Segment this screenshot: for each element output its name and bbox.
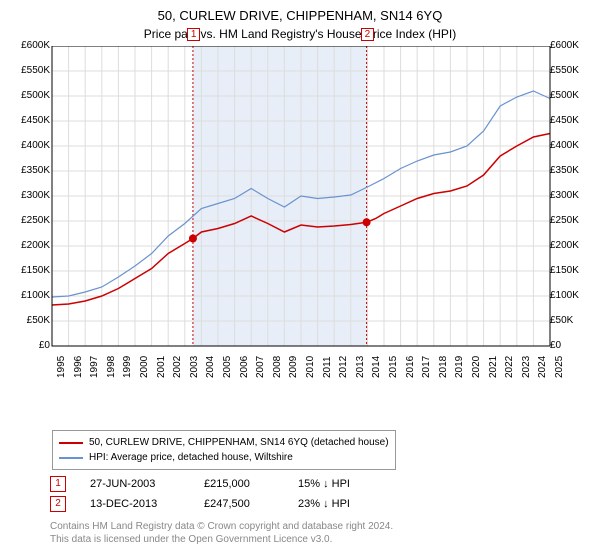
y-axis-tick-label: £450K (550, 115, 590, 126)
y-axis-tick-label: £50K (10, 315, 50, 326)
x-axis-tick-label: 1995 (56, 356, 67, 378)
x-axis-tick-label: 2012 (338, 356, 349, 378)
y-axis-tick-label: £500K (10, 90, 50, 101)
footnote-line-1: Contains HM Land Registry data © Crown c… (50, 520, 393, 533)
legend-label-hpi: HPI: Average price, detached house, Wilt… (89, 450, 293, 465)
x-axis-tick-label: 2001 (156, 356, 167, 378)
y-axis-tick-label: £150K (550, 265, 590, 276)
x-axis-tick-label: 2002 (172, 356, 183, 378)
y-axis-tick-label: £200K (550, 240, 590, 251)
sale-price: £215,000 (204, 478, 274, 490)
legend: 50, CURLEW DRIVE, CHIPPENHAM, SN14 6YQ (… (52, 430, 396, 470)
y-axis-tick-label: £500K (550, 90, 590, 101)
legend-swatch-hpi (59, 457, 83, 459)
x-axis-tick-label: 2020 (471, 356, 482, 378)
y-axis-tick-label: £300K (10, 190, 50, 201)
x-axis-tick-label: 2019 (454, 356, 465, 378)
table-row: 2 13-DEC-2013 £247,500 23% ↓ HPI (50, 494, 388, 514)
y-axis-tick-label: £200K (10, 240, 50, 251)
x-axis-tick-label: 2009 (288, 356, 299, 378)
y-axis-tick-label: £0 (10, 340, 50, 351)
chart-area: £0 £50K £100K £150K £200K £250K £300K £350K £400… (10, 46, 590, 384)
x-axis-tick-label: 2025 (554, 356, 565, 378)
x-axis-tick-label: 2000 (139, 356, 150, 378)
x-axis-tick-label: 1996 (73, 356, 84, 378)
y-axis-tick-label: £550K (10, 65, 50, 76)
x-axis-tick-label: 2023 (521, 356, 532, 378)
y-axis-tick-label: £550K (550, 65, 590, 76)
sale-index-badge: 1 (50, 476, 66, 492)
y-axis-tick-label: £250K (10, 215, 50, 226)
y-axis-tick-label: £100K (10, 290, 50, 301)
x-axis-tick-label: 2008 (272, 356, 283, 378)
x-axis-tick-label: 1999 (122, 356, 133, 378)
sale-marker-label: 1 (187, 28, 201, 41)
plot-svg (10, 46, 590, 384)
x-axis-tick-label: 2006 (239, 356, 250, 378)
legend-item-hpi: HPI: Average price, detached house, Wilt… (59, 450, 389, 465)
y-axis-tick-label: £100K (550, 290, 590, 301)
legend-label-price-paid: 50, CURLEW DRIVE, CHIPPENHAM, SN14 6YQ (… (89, 435, 389, 450)
y-axis-tick-label: £50K (550, 315, 590, 326)
y-axis-tick-label: £350K (10, 165, 50, 176)
y-axis-tick-label: £150K (10, 265, 50, 276)
x-axis-tick-label: 1997 (89, 356, 100, 378)
x-axis-tick-label: 2024 (537, 356, 548, 378)
sale-date: 13-DEC-2013 (90, 498, 180, 510)
x-axis-tick-label: 2004 (205, 356, 216, 378)
sale-marker-label: 2 (361, 28, 375, 41)
y-axis-tick-label: £300K (550, 190, 590, 201)
y-axis-tick-label: £400K (10, 140, 50, 151)
y-axis-tick-label: £600K (550, 40, 590, 51)
x-axis-tick-label: 2016 (405, 356, 416, 378)
x-axis-tick-label: 2017 (421, 356, 432, 378)
y-axis-tick-label: £600K (10, 40, 50, 51)
footnote-line-2: This data is licensed under the Open Gov… (50, 533, 393, 546)
x-axis-tick-label: 1998 (106, 356, 117, 378)
y-axis-tick-label: £350K (550, 165, 590, 176)
x-axis-tick-label: 2014 (371, 356, 382, 378)
sale-diff: 15% ↓ HPI (298, 478, 388, 490)
sale-date: 27-JUN-2003 (90, 478, 180, 490)
chart-subtitle: Price paid vs. HM Land Registry's House … (0, 23, 600, 41)
table-row: 1 27-JUN-2003 £215,000 15% ↓ HPI (50, 474, 388, 494)
sale-diff: 23% ↓ HPI (298, 498, 388, 510)
x-axis-tick-label: 2010 (305, 356, 316, 378)
footnote: Contains HM Land Registry data © Crown c… (50, 520, 393, 546)
chart-title: 50, CURLEW DRIVE, CHIPPENHAM, SN14 6YQ (0, 0, 600, 23)
chart-container: { "title": "50, CURLEW DRIVE, CHIPPENHAM… (0, 0, 600, 560)
x-axis-tick-label: 2021 (488, 356, 499, 378)
x-axis-tick-label: 2005 (222, 356, 233, 378)
legend-item-price-paid: 50, CURLEW DRIVE, CHIPPENHAM, SN14 6YQ (… (59, 435, 389, 450)
sale-price: £247,500 (204, 498, 274, 510)
sale-index-badge: 2 (50, 496, 66, 512)
y-axis-tick-label: £450K (10, 115, 50, 126)
sales-table: 1 27-JUN-2003 £215,000 15% ↓ HPI 2 13-DE… (50, 474, 388, 514)
y-axis-tick-label: £400K (550, 140, 590, 151)
x-axis-tick-label: 2018 (438, 356, 449, 378)
legend-swatch-price-paid (59, 442, 83, 444)
x-axis-tick-label: 2007 (255, 356, 266, 378)
x-axis-tick-label: 2022 (504, 356, 515, 378)
x-axis-tick-label: 2015 (388, 356, 399, 378)
y-axis-tick-label: £0 (550, 340, 590, 351)
x-axis-tick-label: 2011 (322, 356, 333, 378)
x-axis-tick-label: 2013 (355, 356, 366, 378)
x-axis-tick-label: 2003 (189, 356, 200, 378)
y-axis-tick-label: £250K (550, 215, 590, 226)
